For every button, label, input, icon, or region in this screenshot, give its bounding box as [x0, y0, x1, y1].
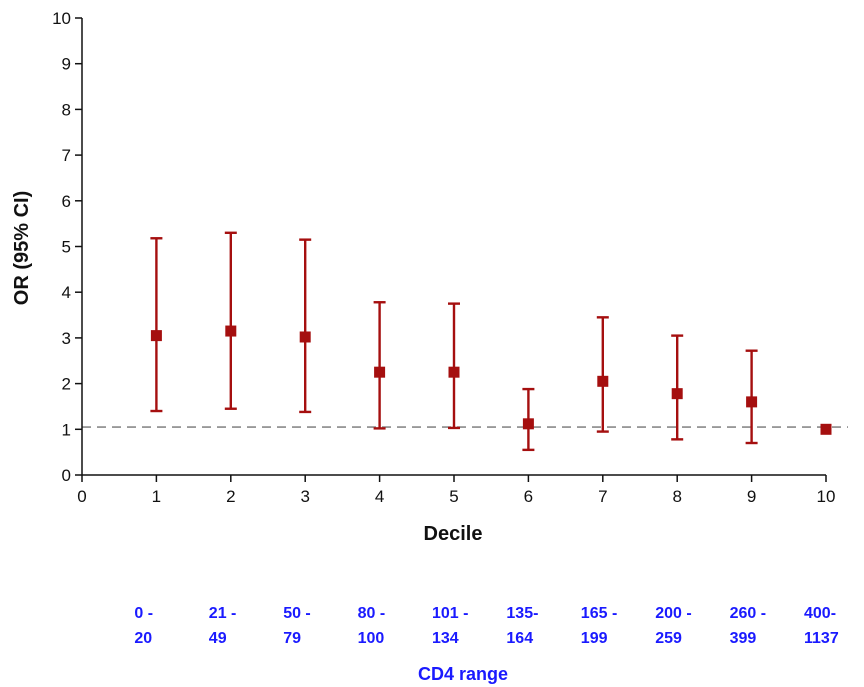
x-axis-title: Decile	[424, 523, 483, 545]
cd4-range-label: 79	[283, 630, 301, 647]
y-tick-label: 3	[62, 329, 71, 348]
y-axis-title: OR (95% CI)	[11, 191, 33, 305]
x-tick-label: 0	[77, 487, 86, 506]
or-point	[299, 331, 311, 343]
or-point	[522, 418, 534, 430]
x-tick-label: 5	[449, 487, 458, 506]
cd4-range-label: 49	[209, 630, 227, 647]
data-marks	[150, 231, 832, 452]
cd4-range-label: 80 -	[358, 605, 386, 622]
cd4-range-label: 259	[655, 630, 682, 647]
x-tick-label: 4	[375, 487, 384, 506]
x-tick-label: 10	[817, 487, 836, 506]
y-tick-label: 4	[62, 283, 71, 302]
y-tick-label: 9	[62, 55, 71, 74]
cd4-range-labels: 0 - 20 21 - 49 50 - 79 80 - 100 101 - 134 135- 164 1…	[134, 605, 838, 647]
cd4-range-label: 50 -	[283, 605, 311, 622]
y-tick-label: 2	[62, 375, 71, 394]
cd4-range-label: 20	[134, 630, 152, 647]
x-tick-label: 3	[300, 487, 309, 506]
x-tick-label: 6	[524, 487, 533, 506]
y-tick-label: 6	[62, 192, 71, 211]
cd4-range-label: 165 -	[581, 605, 617, 622]
or-point	[671, 388, 683, 400]
or-point	[374, 366, 386, 378]
cd4-range-label: 399	[730, 630, 757, 647]
y-tick-label: 7	[62, 146, 71, 165]
x-tick-label: 1	[152, 487, 161, 506]
x-tick-label: 8	[672, 487, 681, 506]
y-tick-label: 1	[62, 420, 71, 439]
or-point	[448, 366, 460, 378]
cd4-range-label: 400-	[804, 605, 836, 622]
cd4-range-label: 100	[358, 630, 385, 647]
cd4-range-title: CD4 range	[418, 664, 508, 684]
x-tick-label: 9	[747, 487, 756, 506]
cd4-range-label: 164	[506, 630, 533, 647]
or-point	[820, 423, 832, 435]
cd4-range-label: 101 -	[432, 605, 468, 622]
cd4-range-label: 1137	[804, 630, 839, 647]
or-point	[150, 330, 162, 342]
or-point	[597, 375, 609, 387]
cd4-range-label: 260 -	[730, 605, 766, 622]
cd4-range-label: 21 -	[209, 605, 237, 622]
y-tick-label: 5	[62, 238, 71, 257]
cd4-range-label: 135-	[506, 605, 538, 622]
x-tick-label: 7	[598, 487, 607, 506]
y-tick-label: 8	[62, 100, 71, 119]
or-point	[746, 396, 758, 408]
cd4-range-label: 134	[432, 630, 459, 647]
cd4-range-label: 199	[581, 630, 608, 647]
cd4-range-label: 200 -	[655, 605, 691, 622]
or-point	[225, 325, 237, 337]
x-tick-label: 2	[226, 487, 235, 506]
y-tick-label: 0	[62, 466, 71, 485]
y-tick-label: 10	[52, 9, 71, 28]
cd4-range-label: 0 -	[134, 605, 153, 622]
axes: 0 1 2 3 4 5 6 7 8 9 10 0 1 2 3 4 5 6 7 8 9 10	[52, 9, 835, 506]
